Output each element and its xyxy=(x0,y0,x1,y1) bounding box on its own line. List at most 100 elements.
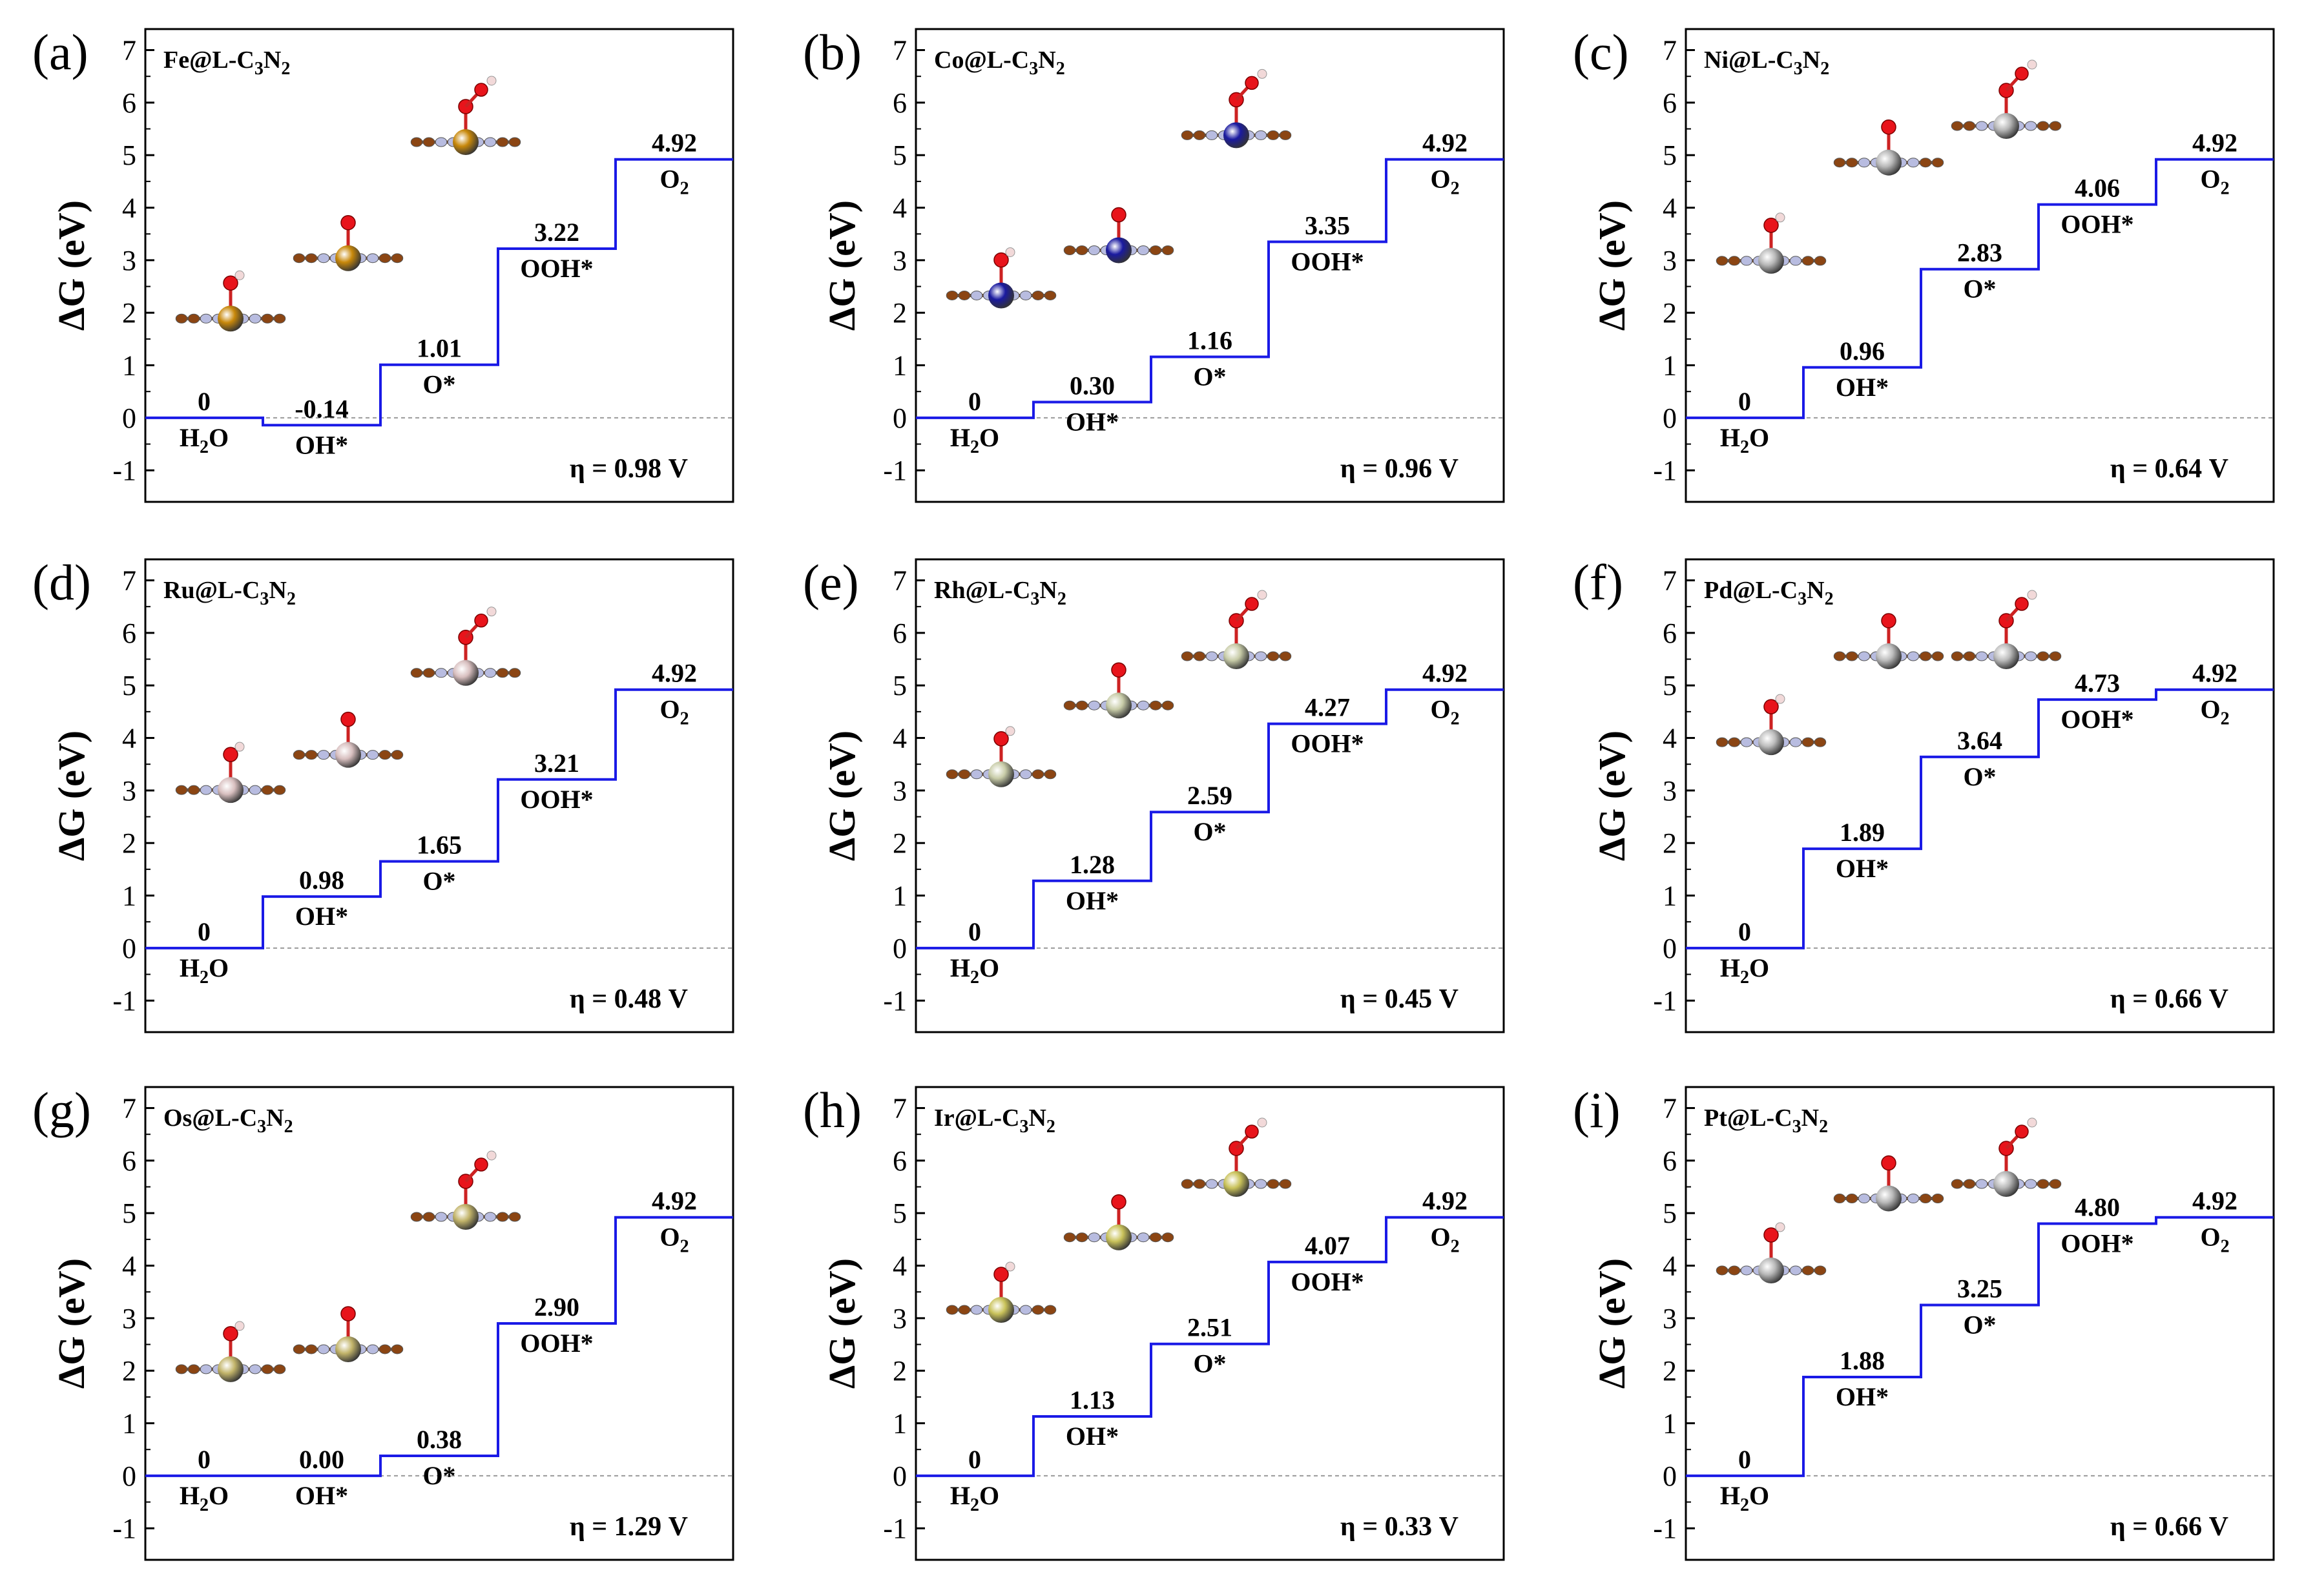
y-tick-label: 1 xyxy=(893,350,907,382)
oxygen-atom xyxy=(993,252,1009,268)
adsorbate-structure xyxy=(410,1150,521,1230)
nitrogen-atom xyxy=(1137,1232,1150,1243)
metal-atom xyxy=(1106,237,1132,264)
step-label-part: H xyxy=(180,953,200,982)
nitrogen-atom xyxy=(366,1344,379,1354)
carbon-atom xyxy=(2037,651,2050,661)
energy-value-label: 0 xyxy=(968,917,981,946)
y-tick-label: -1 xyxy=(112,455,136,486)
carbon-atom xyxy=(1181,1179,1194,1189)
catalyst-title: Os@L-C3N2 xyxy=(163,1104,293,1137)
nitrogen-atom xyxy=(1740,256,1753,266)
carbon-atom xyxy=(1075,1232,1088,1243)
step-label-part: H xyxy=(1720,423,1740,452)
step-label: O2 xyxy=(1430,1223,1459,1257)
step-label-part: H xyxy=(1720,1481,1740,1510)
hydrogen-atom xyxy=(2027,1117,2037,1128)
step-label-sub: 2 xyxy=(200,1495,209,1515)
y-tick-label: 3 xyxy=(893,775,907,807)
metal-atom xyxy=(1106,692,1132,719)
step-label-part: OH* xyxy=(295,902,348,931)
y-tick-label: 7 xyxy=(893,565,907,597)
y-tick-label: 6 xyxy=(1663,87,1677,119)
carbon-atom xyxy=(1032,290,1044,300)
y-axis-title: ΔG (eV) xyxy=(1591,200,1633,331)
y-tick-label: 5 xyxy=(1663,1197,1677,1229)
energy-step-line xyxy=(916,158,1504,419)
carbon-atom xyxy=(1161,700,1174,710)
catalyst-title-sub: 3 xyxy=(260,589,269,609)
energy-step-line xyxy=(145,1216,733,1477)
y-tick-label: 4 xyxy=(893,192,907,224)
panel-letter: (g) xyxy=(32,1082,91,1138)
adsorbate-structure xyxy=(1181,590,1292,669)
metal-atom xyxy=(1993,113,2019,139)
step-label: O2 xyxy=(659,165,689,199)
nitrogen-atom xyxy=(200,785,213,795)
nitrogen-atom xyxy=(1740,737,1753,747)
step-label: O2 xyxy=(659,1223,689,1257)
adsorbate-structure xyxy=(1181,1117,1292,1197)
nitrogen-atom xyxy=(1975,1179,1988,1189)
y-tick-label: 3 xyxy=(1663,1303,1677,1334)
overpotential-label: η = 0.66 V xyxy=(2110,1512,2228,1542)
energy-value-label: 3.35 xyxy=(1305,211,1350,240)
y-axis-title: ΔG (eV) xyxy=(50,1258,92,1389)
y-tick-label: 4 xyxy=(1663,1250,1677,1282)
energy-value-label: 4.92 xyxy=(652,1187,697,1216)
step-label-sub: 2 xyxy=(970,437,979,457)
catalyst-title-sub: 2 xyxy=(281,59,290,79)
hydrogen-atom xyxy=(234,270,245,280)
carbon-atom xyxy=(1279,1179,1292,1189)
step-label-part: O xyxy=(659,695,680,724)
y-tick-label: 3 xyxy=(122,775,136,807)
catalyst-title-sub: 3 xyxy=(254,59,264,79)
energy-value-label: 1.01 xyxy=(417,334,462,363)
nitrogen-atom xyxy=(970,769,983,780)
carbon-atom xyxy=(1193,651,1206,661)
step-label-part: OH* xyxy=(1066,886,1119,915)
metal-atom xyxy=(1223,122,1249,149)
step-label-part: O xyxy=(1430,165,1450,194)
overpotential-label: η = 1.29 V xyxy=(570,1512,688,1542)
carbon-atom xyxy=(175,1364,188,1374)
catalyst-title-part: N xyxy=(266,1104,284,1132)
y-tick-label: 4 xyxy=(122,723,136,754)
nitrogen-atom xyxy=(484,1212,497,1222)
nitrogen-atom xyxy=(484,137,497,147)
catalyst-title-sub: 3 xyxy=(1030,589,1039,609)
carbon-atom xyxy=(305,1344,318,1354)
catalyst-title: Rh@L-C3N2 xyxy=(934,577,1066,609)
y-tick-label: 6 xyxy=(122,617,136,649)
nitrogen-atom xyxy=(435,137,448,147)
step-label: H2O xyxy=(180,953,229,988)
overpotential-label: η = 0.33 V xyxy=(1340,1512,1458,1542)
step-label: H2O xyxy=(1720,953,1769,988)
carbon-atom xyxy=(261,1364,274,1374)
nitrogen-atom xyxy=(1205,651,1218,661)
nitrogen-atom xyxy=(1789,256,1802,266)
nitrogen-atom xyxy=(1975,651,1988,661)
energy-value-label: 1.16 xyxy=(1187,326,1232,355)
nitrogen-atom xyxy=(1019,1305,1032,1315)
catalyst-title-sub: 3 xyxy=(1794,59,1803,79)
carbon-atom xyxy=(1279,651,1292,661)
oxygen-atom xyxy=(1881,1155,1896,1171)
catalyst-title-part: Pt@L-C xyxy=(1704,1104,1792,1132)
plot-frame xyxy=(1685,558,2275,1033)
carbon-atom xyxy=(391,253,404,264)
y-tick-label: 3 xyxy=(1663,775,1677,807)
carbon-atom xyxy=(496,1212,509,1222)
energy-value-label: 4.92 xyxy=(652,129,697,158)
oxygen-atom xyxy=(1763,218,1779,233)
energy-value-label: 0 xyxy=(1738,917,1751,946)
carbon-atom xyxy=(1931,158,1944,168)
oxygen-atom xyxy=(1881,613,1896,628)
y-tick-label: 3 xyxy=(1663,245,1677,276)
step-label-part: OH* xyxy=(295,1481,348,1510)
step-label-part: OOH* xyxy=(2060,705,2133,734)
panel-letter: (a) xyxy=(32,24,88,80)
carbon-atom xyxy=(1044,769,1057,780)
carbon-atom xyxy=(1279,130,1292,140)
